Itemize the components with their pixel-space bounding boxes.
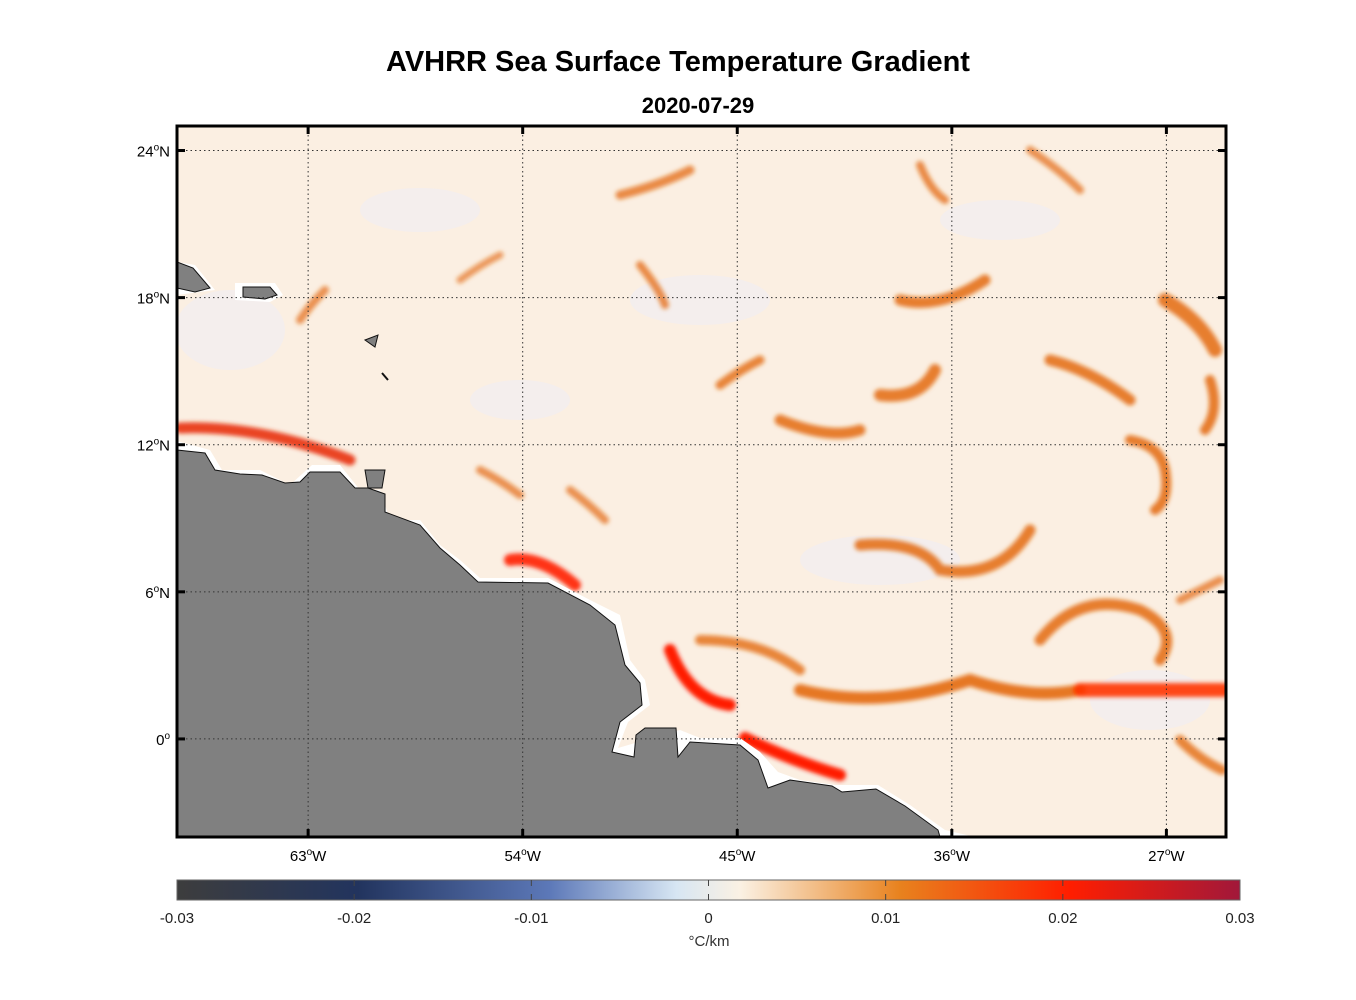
front	[615, 165, 695, 200]
map-date: 2020-07-29	[641, 93, 755, 118]
lat-tick-label: 18oN	[137, 290, 170, 308]
colorbar-tick-label: 0	[704, 910, 712, 927]
colorbar-tick-label: -0.01	[514, 910, 548, 927]
colorbar-units: °C/km	[688, 933, 730, 950]
front	[1034, 598, 1173, 666]
lat-tick-label: 6oN	[145, 584, 170, 602]
front	[874, 364, 941, 402]
front	[1175, 735, 1226, 775]
front	[916, 161, 949, 204]
front	[1176, 576, 1224, 604]
front	[1044, 354, 1136, 406]
front	[1200, 375, 1219, 435]
front	[476, 466, 524, 499]
lat-tick-label: 24oN	[137, 143, 170, 161]
front	[894, 274, 991, 308]
front	[854, 524, 1036, 578]
lon-tick-label: 45oW	[719, 847, 756, 865]
front	[566, 486, 609, 524]
front	[739, 732, 846, 781]
map-frame	[175, 124, 1228, 839]
front	[715, 355, 765, 390]
longitude-labels: 63oW 54oW 45oW 36oW 27oW	[290, 847, 1186, 865]
lon-tick-label: 27oW	[1148, 847, 1185, 865]
colorbar-tick-label: -0.02	[337, 910, 371, 927]
lon-tick-label: 36oW	[934, 847, 971, 865]
front	[774, 414, 866, 439]
lat-tick-label: 12oN	[137, 437, 170, 455]
latitude-labels: 24oN 18oN 12oN 6oN 0o	[137, 143, 171, 749]
colorbar-tick-label: 0.03	[1225, 910, 1254, 927]
lon-tick-label: 54oW	[504, 847, 541, 865]
front	[296, 286, 329, 324]
front	[456, 251, 504, 284]
colorbar-ticks: -0.03 -0.02 -0.01 0 0.01 0.02 0.03	[160, 880, 1255, 927]
colorbar-tick-label: -0.03	[160, 910, 194, 927]
front	[1026, 146, 1084, 194]
front	[794, 673, 1086, 704]
colorbar-tick-label: 0.01	[871, 910, 900, 927]
south-america-land	[177, 261, 975, 837]
thermal-fronts	[177, 146, 1226, 781]
map-title: AVHRR Sea Surface Temperature Gradient	[386, 46, 970, 78]
front	[1158, 293, 1222, 357]
colorbar-tick-label: 0.02	[1048, 910, 1077, 927]
graticule	[177, 126, 1226, 837]
front	[504, 553, 581, 591]
lon-tick-label: 63oW	[290, 847, 327, 865]
front	[664, 644, 736, 711]
front	[177, 422, 356, 466]
front	[636, 261, 669, 309]
front	[695, 635, 805, 675]
lat-tick-label: 0o	[156, 731, 170, 749]
